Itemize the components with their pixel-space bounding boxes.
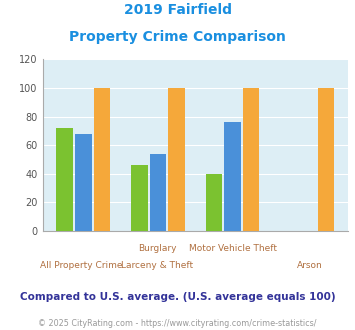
Bar (168, 88, 185, 231)
Bar (224, 122, 241, 231)
Bar (243, 88, 260, 231)
Text: Motor Vehicle Theft: Motor Vehicle Theft (190, 244, 277, 253)
Text: Property Crime Comparison: Property Crime Comparison (69, 30, 286, 44)
Text: Larceny & Theft: Larceny & Theft (121, 261, 193, 270)
Bar (75, 134, 92, 231)
Bar (131, 165, 147, 231)
Bar (56, 128, 73, 231)
Text: All Property Crime: All Property Crime (39, 261, 122, 270)
Text: © 2025 CityRating.com - https://www.cityrating.com/crime-statistics/: © 2025 CityRating.com - https://www.city… (38, 319, 317, 328)
Text: Arson: Arson (297, 261, 323, 270)
Text: 2019 Fairfield: 2019 Fairfield (124, 3, 231, 17)
Bar (318, 88, 334, 231)
Text: Compared to U.S. average. (U.S. average equals 100): Compared to U.S. average. (U.S. average … (20, 292, 335, 302)
Bar (94, 88, 110, 231)
Text: Burglary: Burglary (138, 244, 176, 253)
Bar (206, 174, 222, 231)
Bar (150, 154, 166, 231)
